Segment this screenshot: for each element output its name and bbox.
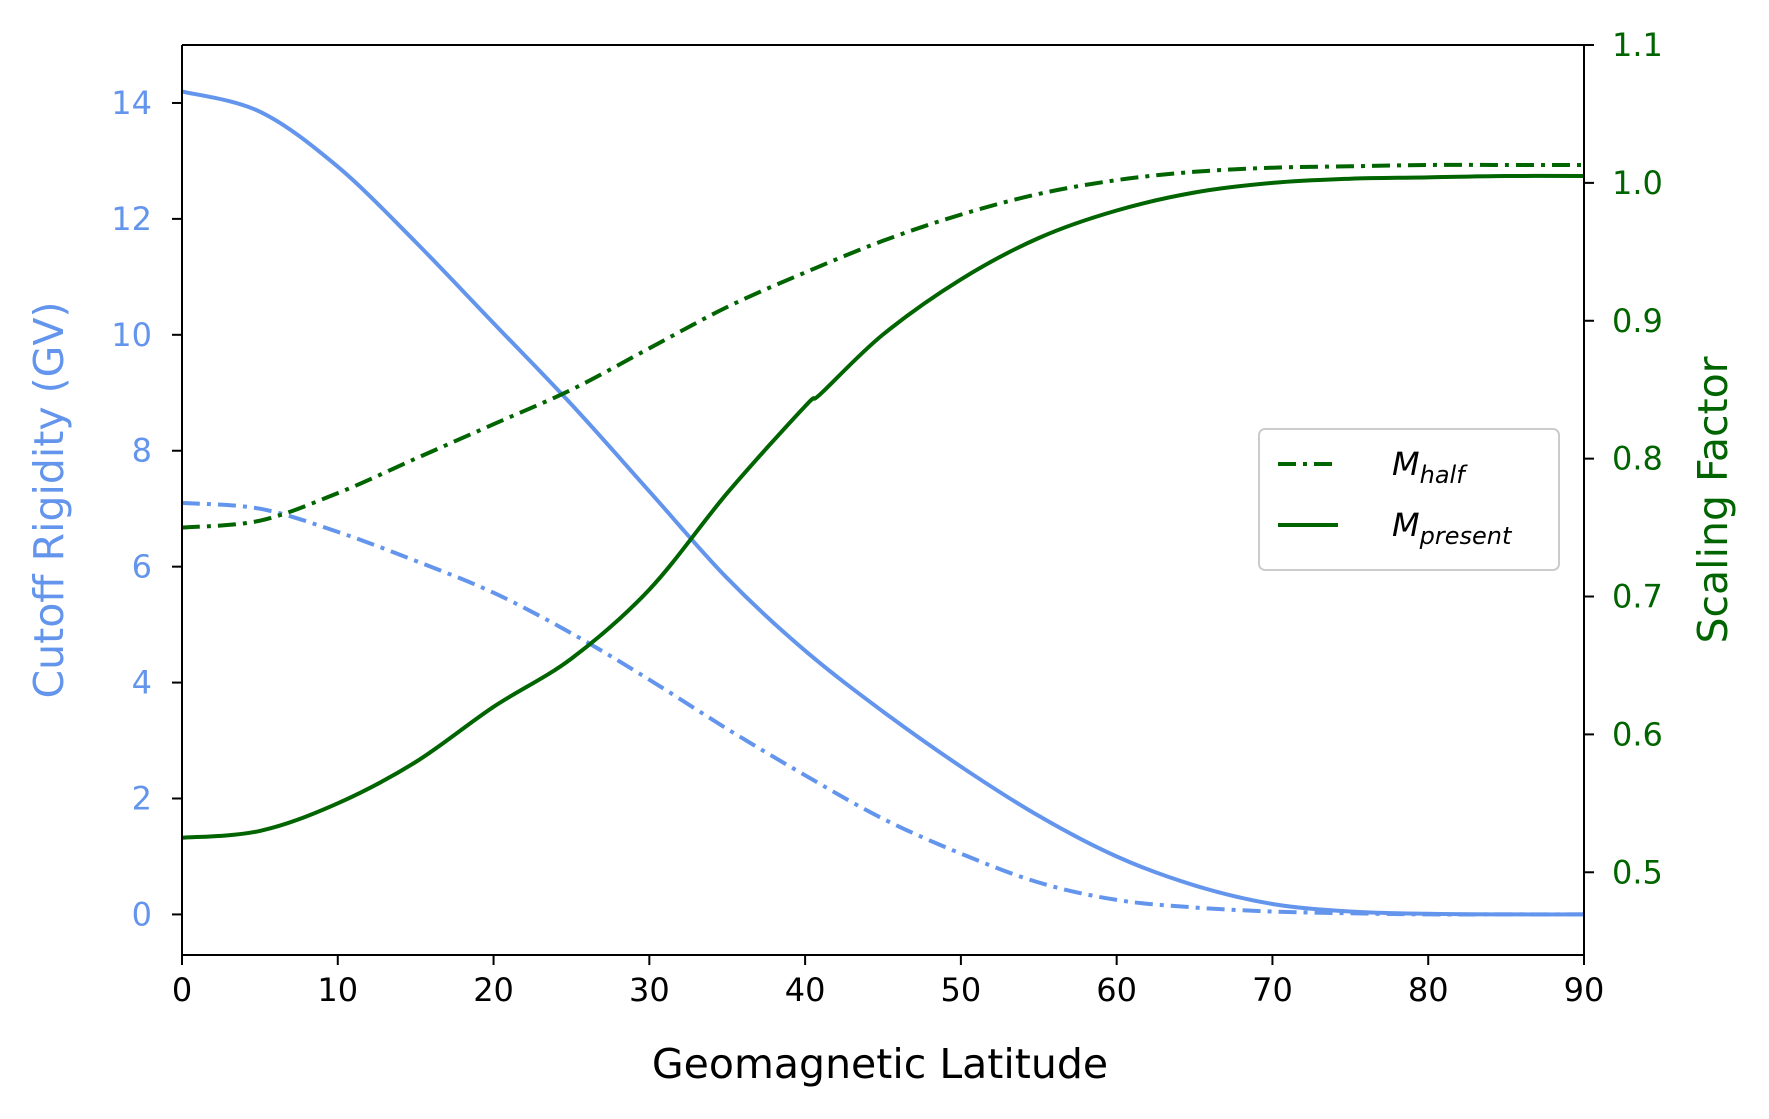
left-y-tick-label: 14	[111, 84, 152, 122]
right-y-tick-label: 1.0	[1612, 164, 1663, 202]
series-line-2	[181, 162, 1584, 530]
legend-label-half: Mhalf	[1392, 445, 1468, 489]
series-line-3	[181, 173, 1585, 840]
left-y-axis-label: Cutoff Rigidity (GV)	[25, 302, 73, 699]
x-tick-label: 60	[1096, 971, 1137, 1009]
plot-lines	[181, 89, 1585, 917]
right-y-tick-label: 0.6	[1612, 715, 1663, 753]
legend-label-present: Mpresent	[1392, 506, 1513, 550]
x-axis-label: Geomagnetic Latitude	[652, 1040, 1108, 1088]
left-y-tick-label: 0	[132, 895, 152, 933]
left-y-tick-label: 8	[132, 432, 152, 470]
left-y-tick-label: 2	[132, 780, 152, 818]
right-y-tick-label: 0.8	[1612, 440, 1663, 478]
left-y-tick-label: 10	[111, 316, 152, 354]
legend: Mhalf Mpresent	[1258, 428, 1560, 571]
x-tick-label: 20	[473, 971, 514, 1009]
x-tick-label: 40	[785, 971, 826, 1009]
x-tick-label: 0	[172, 971, 192, 1009]
series-line-0	[181, 89, 1585, 917]
x-tick-label: 80	[1408, 971, 1449, 1009]
x-tick-label: 10	[317, 971, 358, 1009]
x-tick-label: 30	[629, 971, 670, 1009]
left-y-tick-label: 12	[111, 200, 152, 238]
left-y-tick-label: 6	[132, 548, 152, 586]
right-y-tick-label: 0.7	[1612, 578, 1663, 616]
legend-box	[1258, 428, 1560, 571]
axes	[172, 44, 1594, 965]
tick-labels: 0 10 20 30 40 50 60 70 80 90 0 2 4 6 8 10 12 14 0.5 0.6 0.7 0…	[111, 26, 1663, 1009]
x-tick-label: 70	[1252, 971, 1293, 1009]
x-tick-label: 50	[941, 971, 982, 1009]
left-y-tick-label: 4	[132, 664, 152, 702]
right-y-tick-label: 0.9	[1612, 302, 1663, 340]
right-y-tick-label: 0.5	[1612, 853, 1663, 891]
right-y-tick-label: 1.1	[1612, 26, 1663, 64]
series-line-1	[181, 500, 1584, 917]
right-y-axis-label: Scaling Factor	[1689, 356, 1737, 643]
x-tick-label: 90	[1564, 971, 1605, 1009]
